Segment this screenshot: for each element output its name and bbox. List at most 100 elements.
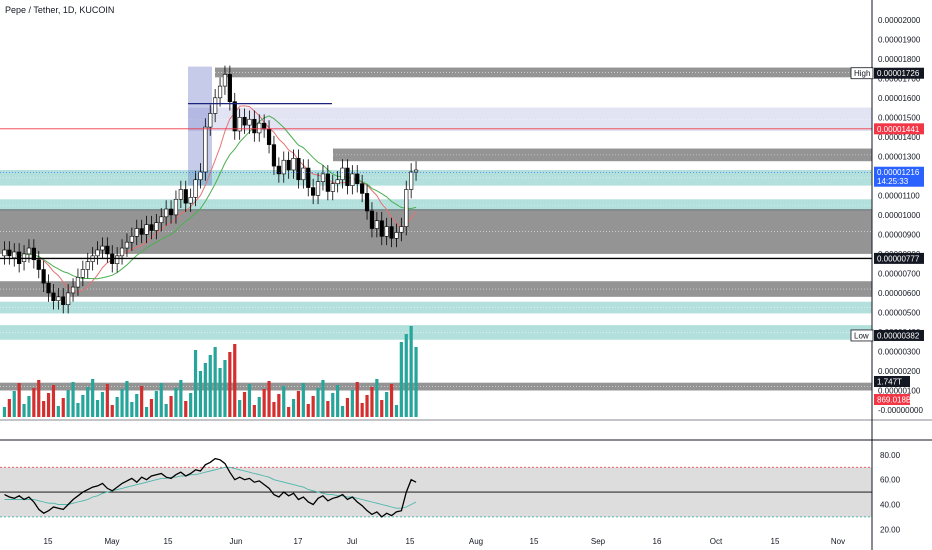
volume-bar bbox=[81, 395, 85, 417]
volume-bar bbox=[17, 383, 21, 417]
y-tick-label: 0.00001700 bbox=[878, 74, 921, 83]
y-tick-label: 0.00000300 bbox=[878, 347, 921, 356]
candle-body bbox=[379, 220, 384, 237]
price-tag bbox=[874, 67, 924, 79]
volume-bar bbox=[287, 407, 291, 417]
volume-bar bbox=[385, 392, 389, 417]
candle-body bbox=[139, 228, 144, 235]
volume-bar bbox=[375, 379, 379, 417]
candle-body bbox=[257, 122, 262, 134]
y-tick-label: 0.00000900 bbox=[878, 230, 921, 239]
candle-body bbox=[364, 193, 370, 212]
x-tick-label: Jun bbox=[230, 537, 243, 546]
candle-body bbox=[262, 122, 267, 130]
candle-body bbox=[276, 165, 281, 175]
x-tick-label: 15 bbox=[44, 537, 53, 546]
volume-bar bbox=[203, 363, 207, 417]
candle-body bbox=[374, 220, 379, 229]
rsi-ma-line bbox=[4, 466, 417, 509]
volume-bar bbox=[198, 371, 203, 417]
candle-body bbox=[404, 189, 409, 227]
volume-bar bbox=[2, 407, 7, 417]
volume-bar bbox=[66, 390, 70, 417]
volume-bar bbox=[340, 406, 345, 417]
x-tick-label: Aug bbox=[469, 537, 483, 546]
candle-body bbox=[222, 74, 228, 87]
volume-bar bbox=[120, 389, 124, 417]
candle-body bbox=[213, 97, 218, 114]
candle-body bbox=[296, 157, 301, 181]
candle-body bbox=[193, 179, 198, 198]
candle-body bbox=[31, 247, 36, 261]
candle-body bbox=[247, 118, 252, 126]
price-axis: 0.00002000 0.00001900 0.00001800 0.00001700… bbox=[871, 0, 923, 550]
volume-bar bbox=[144, 407, 149, 417]
candle-body bbox=[41, 269, 46, 284]
x-tick-label: May bbox=[104, 537, 119, 546]
price-levels bbox=[0, 103, 932, 441]
candle-body bbox=[46, 282, 51, 294]
volume-bar bbox=[7, 399, 11, 417]
volume-bar bbox=[282, 386, 286, 417]
volume-bar bbox=[331, 393, 335, 417]
candle-body bbox=[178, 189, 183, 200]
price-tags: High 0.00001726 0.00001441 0.0000121614:25:… bbox=[850, 67, 924, 405]
volume-bar bbox=[27, 396, 31, 417]
volume-bar bbox=[350, 390, 354, 417]
y-tick-label: 0.00000600 bbox=[878, 289, 921, 298]
candle-body bbox=[115, 255, 120, 264]
volume-bar bbox=[140, 386, 144, 417]
candle-body bbox=[217, 85, 223, 99]
candle-body bbox=[389, 226, 394, 239]
volume-bar bbox=[414, 347, 418, 417]
y-tick-label: 0.00000200 bbox=[878, 367, 921, 376]
tag-label-box bbox=[850, 329, 874, 342]
x-tick-label: 15 bbox=[164, 537, 173, 546]
candle-body bbox=[134, 228, 139, 237]
candle-body bbox=[85, 261, 90, 270]
candle-body bbox=[335, 179, 340, 184]
zone-teal bbox=[0, 301, 872, 314]
volume-bar bbox=[179, 380, 183, 417]
candle-body bbox=[306, 167, 311, 188]
volume-bar bbox=[12, 391, 16, 417]
candle-body bbox=[413, 169, 419, 173]
y-tick-label: 0.00000700 bbox=[878, 269, 921, 278]
candle-body bbox=[291, 157, 296, 171]
rsi-pane bbox=[0, 457, 872, 518]
candle-body bbox=[70, 286, 76, 294]
candle-body bbox=[26, 247, 32, 255]
price-tag-value: 0.00001726 bbox=[877, 69, 920, 78]
candle-body bbox=[198, 171, 203, 181]
candle-body bbox=[66, 292, 71, 305]
volume-bar bbox=[174, 388, 178, 417]
volume-bar bbox=[238, 400, 242, 417]
candle-body bbox=[154, 222, 159, 231]
candle-body bbox=[301, 167, 306, 181]
candle-body bbox=[80, 269, 85, 278]
candle-body bbox=[340, 167, 345, 181]
volume-bar bbox=[336, 385, 340, 417]
candle-body bbox=[399, 226, 404, 233]
x-tick-label: 15 bbox=[406, 537, 415, 546]
volume-bar bbox=[311, 396, 315, 417]
candle-body bbox=[100, 245, 105, 251]
volume-bar bbox=[399, 342, 403, 417]
volume-bar bbox=[76, 403, 80, 417]
x-tick-label: 16 bbox=[653, 537, 662, 546]
volume-bar bbox=[242, 392, 247, 417]
volume-bar bbox=[149, 399, 154, 417]
candle-body bbox=[369, 210, 375, 229]
time-axis: 15 May 15 Jun 17 Jul 15 Aug 15 Sep 16 Oct 15 Nov bbox=[44, 537, 846, 546]
y-tick-label: 0.00001300 bbox=[878, 152, 921, 161]
candle-body bbox=[252, 118, 257, 134]
volume-tag-value: 869.018B bbox=[877, 396, 911, 405]
volume-bar bbox=[22, 404, 26, 417]
y-tick-label: 0.00000500 bbox=[878, 308, 921, 317]
y-tick-label: 0.00001600 bbox=[878, 94, 921, 103]
volume-bar bbox=[233, 344, 237, 417]
price-tag bbox=[874, 166, 924, 187]
candle-body bbox=[75, 277, 81, 288]
price-tag bbox=[874, 252, 924, 264]
